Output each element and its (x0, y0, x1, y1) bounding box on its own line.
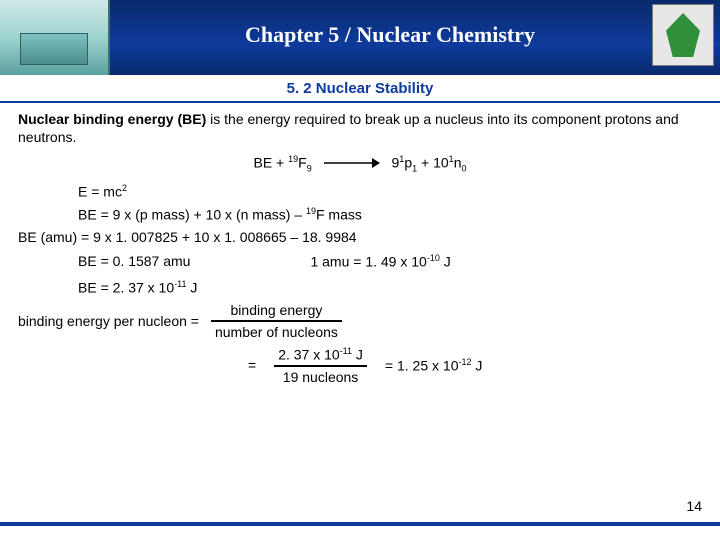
slide-header: Chapter 5 / Nuclear Chemistry (0, 0, 720, 75)
be-per-nucleon-definition: binding energy per nucleon = binding ene… (18, 302, 702, 340)
amu-j-exp: -10 (427, 253, 440, 263)
eq2-res-post: J (472, 358, 483, 374)
eq2-eq: = (248, 357, 256, 373)
be-per-nucleon-calculation: = 2. 37 x 10-11 J 19 nucleons = 1. 25 x … (248, 346, 702, 385)
emc2-pre: E = mc (78, 184, 122, 200)
eq2-res-pre: = 1. 25 x 10 (385, 358, 459, 374)
n-coef: 10 (433, 155, 449, 171)
beaker-image (0, 0, 110, 75)
reaction-arrow-icon (324, 156, 380, 172)
eq2-fraction: 2. 37 x 10-11 J 19 nucleons (274, 346, 367, 385)
reaction-lhs-prefix: BE + (253, 155, 288, 171)
chapter-title: Chapter 5 / Nuclear Chemistry (140, 22, 640, 48)
be-mass-sup: 19 (306, 206, 316, 216)
be-mass-post: F mass (316, 207, 362, 223)
be-mass-pre: BE = 9 x (p mass) + 10 x (n mass) – (78, 207, 306, 223)
frac-bot: number of nucleons (211, 324, 342, 340)
f-symbol: F (298, 155, 307, 171)
be-joule-result: BE = 2. 37 x 10-11 J (78, 279, 702, 296)
footer-divider (0, 522, 720, 526)
be-mass-equation: BE = 9 x (p mass) + 10 x (n mass) – 19F … (78, 206, 702, 223)
be-amu-calculation: BE (amu) = 9 x 1. 007825 + 10 x 1. 00866… (18, 229, 702, 245)
frac-top: binding energy (211, 302, 342, 318)
p-symbol: p (404, 155, 412, 171)
page-number: 14 (686, 498, 702, 514)
intro-bold-term: Nuclear binding energy (BE) (18, 111, 206, 127)
per-nucleon-label: binding energy per nucleon = (18, 313, 199, 329)
eq2-top-post: J (352, 347, 363, 363)
f-mass-number: 19 (288, 154, 298, 164)
reaction-plus: + (417, 155, 433, 171)
eq2-bot: 19 nucleons (274, 369, 367, 385)
nuclear-reaction-equation: BE + 19F9 91p1 + 101n0 (18, 154, 702, 173)
university-logo (652, 4, 714, 66)
eq2-top-pre: 2. 37 x 10 (278, 347, 340, 363)
be-amu-result: BE = 0. 1587 amu (78, 253, 190, 270)
section-subtitle: 5. 2 Nuclear Stability (0, 75, 720, 103)
n-atomic-number: 0 (461, 163, 466, 173)
be-val2-post: J (186, 280, 197, 296)
eq2-res-exp: -12 (458, 357, 471, 367)
intro-paragraph: Nuclear binding energy (BE) is the energ… (18, 111, 702, 146)
eq2-result: = 1. 25 x 10-12 J (385, 357, 482, 374)
emc2-equation: E = mc2 (78, 183, 702, 200)
amu-j-post: J (440, 253, 451, 269)
be-val2-pre: BE = 2. 37 x 10 (78, 280, 174, 296)
be-per-nucleon-fraction: binding energy number of nucleons (211, 302, 342, 340)
f-atomic-number: 9 (307, 163, 312, 173)
amu-j-pre: 1 amu = 1. 49 x 10 (310, 253, 426, 269)
amu-to-joule: 1 amu = 1. 49 x 10-10 J (310, 253, 450, 270)
slide-content: Nuclear binding energy (BE) is the energ… (0, 103, 720, 385)
emc2-exp: 2 (122, 183, 127, 193)
be-val2-exp: -11 (174, 279, 186, 289)
eq2-top-exp: -11 (340, 346, 352, 356)
